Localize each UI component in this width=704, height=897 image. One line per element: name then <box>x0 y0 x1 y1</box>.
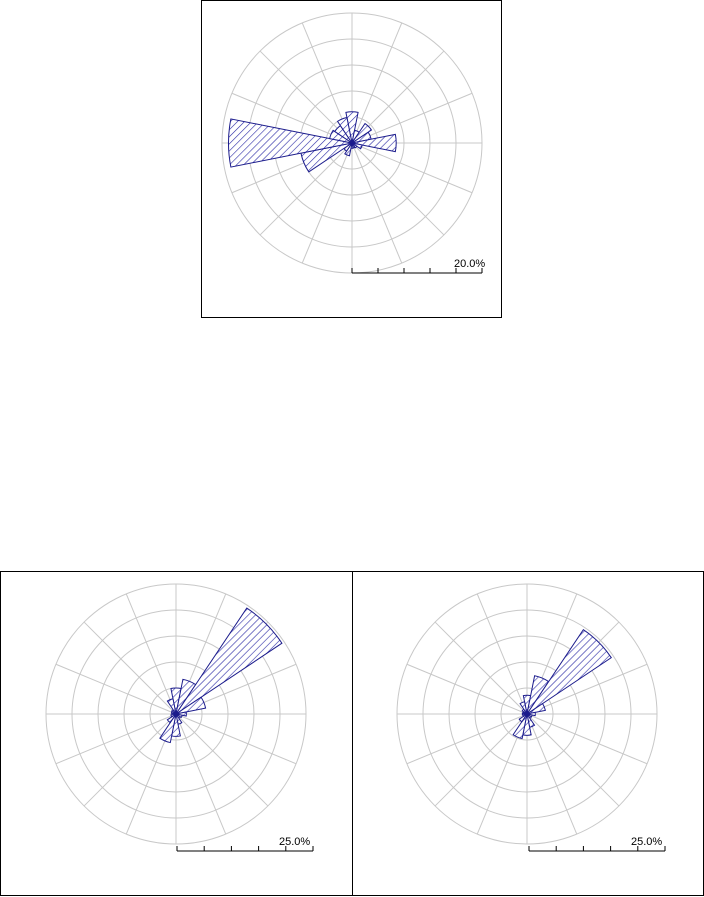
grid-spoke <box>175 713 297 765</box>
grid-spoke <box>351 142 473 194</box>
petal-SW <box>166 713 177 724</box>
petal-SSW <box>159 713 177 744</box>
grid-spoke <box>476 593 528 715</box>
petal-ENE <box>175 696 207 715</box>
petal-NNW <box>166 698 177 715</box>
grid-spoke <box>55 713 177 765</box>
petal-ENE <box>526 702 546 715</box>
grid-spoke <box>83 621 177 715</box>
grid-spoke <box>301 142 353 264</box>
grid-spoke <box>55 663 177 715</box>
scale-label: 20.0% <box>454 258 485 270</box>
grid-spoke <box>175 713 227 835</box>
grid-spoke <box>526 713 648 765</box>
petal-NNW <box>336 116 353 144</box>
petal-E <box>351 133 397 153</box>
petal-NE <box>526 628 613 715</box>
grid-spoke <box>526 663 648 715</box>
grid-spoke <box>434 713 528 807</box>
scale-label: 25.0% <box>279 836 310 848</box>
grid-spoke <box>406 663 528 715</box>
petal-N <box>345 111 359 144</box>
scale-label: 25.0% <box>631 836 662 848</box>
petal-W <box>227 118 353 168</box>
grid-spoke <box>351 142 445 236</box>
petal-E <box>175 711 187 717</box>
petal-NE <box>175 607 283 715</box>
wind-rose-chart-bottom-right: 25.0% <box>396 583 666 852</box>
grid-spoke <box>351 92 473 144</box>
grid-spoke <box>434 621 528 715</box>
grid-spoke <box>406 713 528 765</box>
grid-spoke <box>526 713 620 807</box>
grid-spoke <box>175 713 269 807</box>
petal-SSW <box>512 713 528 740</box>
grid-spoke <box>125 593 177 715</box>
wind-rose-chart-bottom-left: 25.0% <box>45 583 314 852</box>
grid-spoke <box>351 142 403 264</box>
wind-rose-panel-top: 20.0% <box>201 0 502 318</box>
grid-spoke <box>526 713 578 835</box>
petal-SW <box>518 713 528 723</box>
petal-NNW <box>519 701 528 715</box>
petal-NE <box>351 122 373 144</box>
grid-spoke <box>83 713 177 807</box>
grid-spoke <box>351 22 403 144</box>
grid-spoke <box>259 142 353 236</box>
wind-rose-panel-bottom-right: 25.0% <box>352 571 704 896</box>
petal-E <box>526 711 536 717</box>
wind-rose-chart-top: 20.0% <box>221 12 485 274</box>
wind-rose-panel-bottom-left: 25.0% <box>0 571 353 896</box>
grid-spoke <box>259 50 353 144</box>
